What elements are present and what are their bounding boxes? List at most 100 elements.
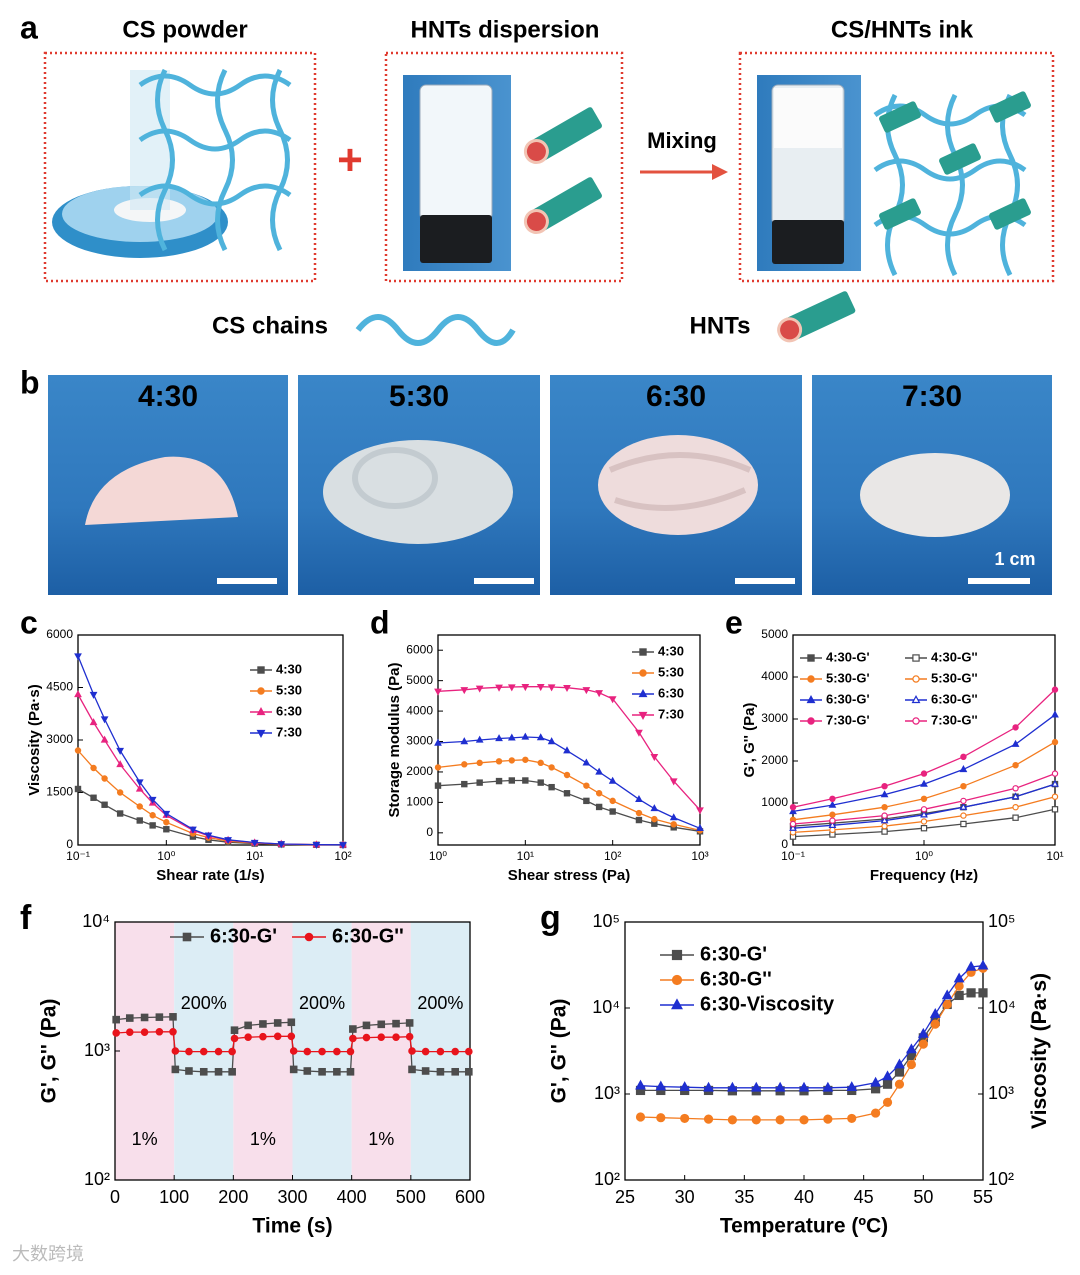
data-point	[942, 999, 952, 1010]
data-point	[199, 1067, 208, 1076]
data-point	[185, 1067, 193, 1075]
x-tick-label: 200	[218, 1187, 248, 1207]
data-point	[149, 812, 156, 819]
data-point	[609, 808, 616, 815]
y-tick-label: 2000	[406, 764, 433, 778]
y-axis-label: G', G'' (Pa)	[741, 703, 758, 778]
data-point	[650, 804, 659, 812]
data-point	[136, 817, 143, 824]
x-axis-label: Frequency (Hz)	[870, 867, 978, 884]
data-point	[140, 1013, 149, 1022]
data-point	[289, 1047, 298, 1055]
data-point	[90, 764, 97, 772]
data-point	[1051, 738, 1059, 746]
legend-label: 5:30-G'	[826, 670, 870, 685]
data-point	[965, 960, 977, 971]
x-tick-label: 10²	[604, 849, 621, 863]
data-point	[635, 1112, 646, 1122]
data-point	[148, 796, 157, 804]
ratio-label: 7:30	[902, 380, 962, 413]
data-point	[563, 771, 571, 779]
series-line	[437, 779, 701, 832]
data-point	[135, 779, 144, 787]
data-point	[880, 816, 889, 824]
data-point	[155, 1027, 164, 1036]
legend-marker	[304, 932, 314, 942]
x-tick-label: 55	[973, 1187, 993, 1207]
data-point	[475, 735, 484, 743]
data-point	[461, 761, 468, 768]
legend-marker	[671, 998, 683, 1010]
data-point	[74, 747, 82, 754]
data-point	[917, 1027, 929, 1038]
legend-marker	[257, 687, 265, 695]
x-tick-label: 10⁰	[157, 849, 175, 863]
data-point	[583, 797, 590, 805]
data-point	[953, 972, 965, 983]
data-point	[960, 783, 967, 790]
data-point	[679, 1081, 691, 1091]
ratio-label: 4:30	[138, 380, 198, 413]
data-point	[880, 790, 889, 798]
data-point	[789, 804, 797, 811]
data-point	[74, 653, 82, 661]
legend-marker	[912, 675, 920, 683]
arrow-head	[712, 164, 728, 180]
data-point	[116, 747, 125, 755]
data-point	[495, 777, 503, 785]
data-point	[696, 807, 704, 815]
data-point	[775, 1115, 785, 1125]
data-point	[635, 794, 643, 803]
data-point	[273, 1019, 282, 1027]
data-point	[1011, 739, 1020, 747]
data-point	[650, 754, 659, 762]
data-point	[656, 1113, 666, 1123]
data-point	[966, 988, 976, 998]
data-point	[392, 1033, 400, 1041]
y-tick-label: 10⁴	[592, 997, 620, 1017]
data-point	[476, 779, 483, 786]
data-point	[918, 1039, 928, 1049]
data-point	[696, 823, 704, 831]
data-point	[495, 734, 503, 742]
data-point	[920, 795, 928, 803]
legend-marker	[671, 974, 683, 986]
data-point	[829, 795, 836, 803]
plot-frame	[624, 921, 984, 1181]
data-point	[224, 837, 232, 845]
legend-label: 4:30	[276, 661, 302, 676]
y-tick-label: 10³	[594, 1083, 620, 1103]
x-tick-label: 600	[455, 1187, 485, 1207]
data-point	[635, 816, 643, 824]
data-point	[959, 802, 968, 810]
x-axis-label: Shear stress (Pa)	[508, 867, 631, 884]
band-label: 1%	[368, 1129, 394, 1149]
data-point	[333, 1067, 341, 1076]
band	[233, 922, 293, 1180]
x-tick-label: 400	[337, 1187, 367, 1207]
series-line	[437, 736, 701, 829]
data-point	[563, 790, 571, 797]
panel-label: e	[725, 604, 743, 640]
legend-label: 6:30-G'	[210, 925, 277, 947]
data-point	[882, 1079, 893, 1089]
x-tick-label: 300	[277, 1187, 307, 1207]
panel-label: f	[20, 899, 32, 937]
data-point	[460, 737, 469, 745]
legend-marker	[807, 675, 815, 683]
y-tick-label: 10⁵	[593, 911, 620, 931]
data-point	[548, 783, 555, 791]
data-point	[495, 758, 503, 765]
data-point	[349, 1025, 357, 1033]
data-point	[651, 815, 658, 823]
data-point	[171, 1047, 180, 1055]
data-point	[920, 824, 928, 832]
data-point	[583, 782, 590, 789]
legend-marker	[807, 654, 815, 662]
data-point	[451, 1067, 460, 1076]
data-point	[595, 690, 604, 698]
x-tick-label: 40	[794, 1187, 814, 1207]
data-point	[829, 817, 836, 824]
data-point	[822, 1081, 834, 1092]
data-point	[116, 810, 124, 817]
